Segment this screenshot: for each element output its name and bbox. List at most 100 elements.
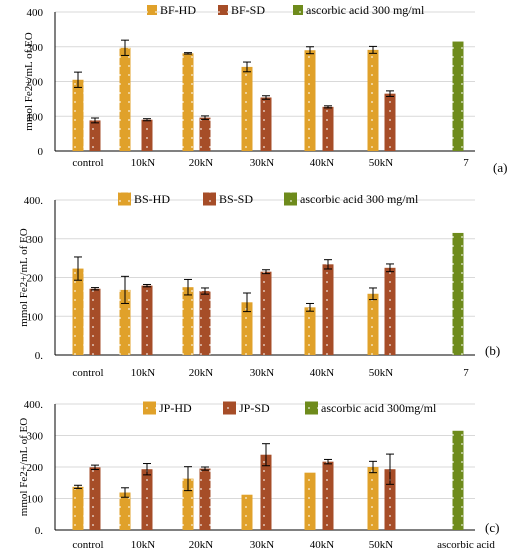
x-tick-label: 30kN xyxy=(250,157,275,169)
y-tick-label: 300 xyxy=(27,234,44,246)
bar-texture xyxy=(141,469,153,530)
bar-texture xyxy=(89,288,101,355)
y-tick-label: 100 xyxy=(27,111,44,123)
bar-texture xyxy=(182,478,194,530)
x-tick-label: 20kN xyxy=(189,367,214,379)
legend-label: ascorbic acid 300 mg/ml xyxy=(306,3,425,17)
bar-texture xyxy=(452,41,464,151)
bar-texture xyxy=(89,120,101,151)
x-tick-label: 7 xyxy=(463,367,469,379)
x-tick-label: 50kN xyxy=(369,367,394,379)
y-tick-label: 200 xyxy=(27,77,44,89)
x-tick-label: ascorbic acid xyxy=(437,539,495,550)
legend-label: BS-SD xyxy=(219,192,253,206)
panel-label: (a) xyxy=(493,160,507,175)
y-tick-label: 300 xyxy=(27,431,44,443)
y-tick-label: 400. xyxy=(24,399,44,411)
x-tick-label: 7 xyxy=(463,157,469,169)
legend-swatch-texture xyxy=(118,192,131,206)
bar-texture xyxy=(367,467,379,530)
x-tick-label: 40kN xyxy=(310,157,335,169)
legend-label: BS-HD xyxy=(134,192,170,206)
legend-swatch-texture xyxy=(293,5,303,15)
y-tick-label: 400 xyxy=(27,7,44,19)
bar-texture xyxy=(182,287,194,355)
x-tick-label: 20kN xyxy=(189,157,214,169)
bar-texture xyxy=(260,454,272,530)
bar-texture xyxy=(367,293,379,355)
x-tick-label: control xyxy=(72,157,103,169)
y-tick-label: 300 xyxy=(27,42,44,54)
x-tick-label: 30kN xyxy=(250,539,275,550)
x-tick-label: control xyxy=(72,539,103,550)
y-tick-label: 200 xyxy=(27,462,44,474)
y-tick-label: 0. xyxy=(35,350,44,362)
bar-texture xyxy=(72,486,84,530)
legend-label: JP-HD xyxy=(159,401,192,415)
bar-texture xyxy=(72,268,84,355)
bar-texture xyxy=(322,106,334,151)
y-tick-label: 400. xyxy=(24,195,44,207)
x-tick-label: 40kN xyxy=(310,367,335,379)
bar-texture xyxy=(199,291,211,355)
bar-texture xyxy=(199,468,211,530)
bar-texture xyxy=(182,53,194,151)
bar-texture xyxy=(72,79,84,151)
bar-texture xyxy=(119,47,131,152)
y-tick-label: 200 xyxy=(27,273,44,285)
legend-swatch-texture xyxy=(147,5,157,15)
bar-texture xyxy=(322,461,334,530)
y-tick-label: 100 xyxy=(27,311,44,323)
legend-swatch-texture xyxy=(218,5,228,15)
bar-texture xyxy=(260,97,272,151)
bar-texture xyxy=(384,469,396,530)
chart-panel-2: 0. 100 200 300 400. mmol Fe2+/mL of EO control… xyxy=(18,192,500,379)
panel-label: (c) xyxy=(485,520,499,535)
bar-texture xyxy=(452,232,464,355)
bar-texture xyxy=(452,430,464,530)
legend-label: ascorbic acid 300mg/ml xyxy=(321,401,437,415)
y-tick-label: 0. xyxy=(35,525,44,537)
y-tick-label: 0 xyxy=(38,146,44,158)
x-tick-label: 50kN xyxy=(369,539,394,550)
legend-swatch-texture xyxy=(203,192,216,206)
legend-label: JP-SD xyxy=(239,401,270,415)
y-axis-label: mmol Fe2+/mL of EO xyxy=(18,418,30,516)
x-tick-label: control xyxy=(72,367,103,379)
bar-texture xyxy=(119,289,131,355)
legend-label: BF-HD xyxy=(160,3,196,17)
bar-texture xyxy=(141,119,153,151)
x-tick-label: 30kN xyxy=(250,367,275,379)
panel-label: (b) xyxy=(485,343,500,358)
x-tick-label: 20kN xyxy=(189,539,214,550)
bar-texture xyxy=(304,50,316,151)
bar-texture xyxy=(241,494,253,530)
chart-panel-3: 0. 100 200 300 400. mmol Fe2+/mL of EO control… xyxy=(18,399,499,550)
legend-swatch-texture xyxy=(305,401,318,415)
y-tick-label: 100 xyxy=(27,494,44,506)
bar-texture xyxy=(241,302,253,355)
bar-texture xyxy=(119,492,131,530)
bar-texture xyxy=(304,472,316,530)
y-axis-label: mmol Fe2+/mL of EO xyxy=(23,32,35,130)
chart-panel-1: 0 100 200 300 400 mmol Fe2+/mL of EO control 10… xyxy=(23,3,507,175)
y-axis-label: mmol Fe2+/mL of EO xyxy=(18,228,30,326)
bar-texture xyxy=(384,267,396,355)
bar-texture xyxy=(367,49,379,151)
legend-label: ascorbic acid 300 mg/ml xyxy=(300,192,419,206)
bar-texture xyxy=(322,264,334,355)
bar-texture xyxy=(199,117,211,151)
bar-texture xyxy=(89,467,101,530)
legend-swatch-texture xyxy=(143,401,156,415)
x-tick-label: 50kN xyxy=(369,157,394,169)
x-tick-label: 10kN xyxy=(131,157,156,169)
bar-texture xyxy=(260,271,272,355)
legend-label: BF-SD xyxy=(231,3,265,17)
legend-swatch-texture xyxy=(223,401,236,415)
bar-texture xyxy=(304,307,316,355)
x-tick-label: 40kN xyxy=(310,539,335,550)
bar-texture xyxy=(384,93,396,151)
x-tick-label: 10kN xyxy=(131,539,156,550)
bar-texture xyxy=(141,285,153,355)
